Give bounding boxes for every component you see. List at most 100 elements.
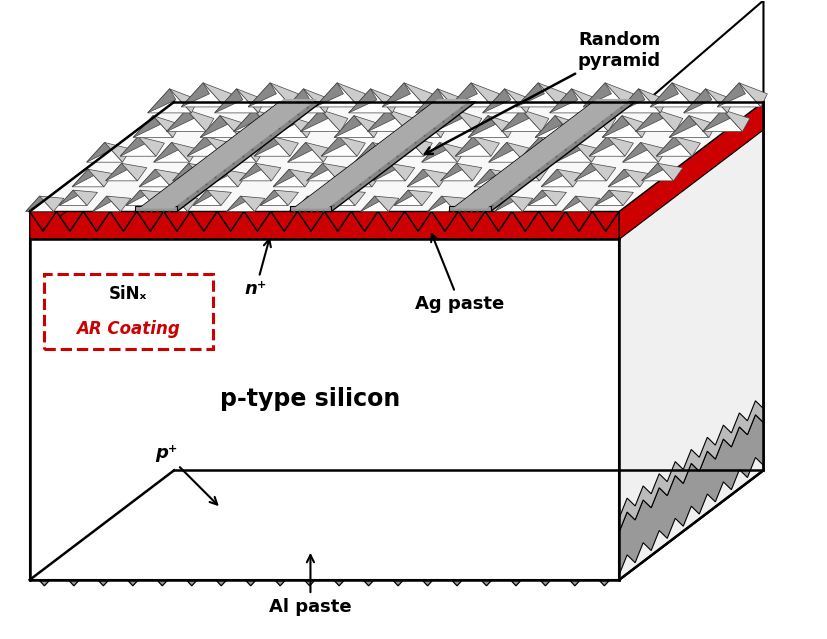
- Polygon shape: [502, 110, 542, 132]
- Text: p-type silicon: p-type silicon: [220, 387, 400, 411]
- Polygon shape: [233, 110, 274, 132]
- Polygon shape: [267, 116, 307, 137]
- Polygon shape: [170, 89, 198, 113]
- Polygon shape: [562, 196, 586, 212]
- Polygon shape: [289, 206, 332, 212]
- Polygon shape: [72, 169, 104, 187]
- Polygon shape: [541, 169, 566, 187]
- Polygon shape: [200, 116, 227, 137]
- Polygon shape: [289, 169, 314, 187]
- Polygon shape: [30, 102, 174, 240]
- Polygon shape: [449, 206, 490, 212]
- Polygon shape: [270, 83, 299, 107]
- Polygon shape: [504, 89, 533, 113]
- Polygon shape: [441, 164, 466, 181]
- Polygon shape: [703, 110, 730, 132]
- Polygon shape: [595, 190, 619, 206]
- Polygon shape: [528, 190, 552, 206]
- Polygon shape: [181, 83, 209, 107]
- Polygon shape: [300, 110, 341, 132]
- Polygon shape: [569, 110, 596, 132]
- Polygon shape: [240, 164, 265, 181]
- Polygon shape: [139, 99, 318, 208]
- Polygon shape: [449, 83, 477, 107]
- Polygon shape: [703, 110, 743, 132]
- Polygon shape: [550, 89, 578, 113]
- Polygon shape: [642, 164, 673, 181]
- Polygon shape: [442, 196, 466, 212]
- Polygon shape: [508, 164, 539, 181]
- Polygon shape: [26, 196, 50, 212]
- Polygon shape: [382, 83, 426, 107]
- Polygon shape: [240, 164, 271, 181]
- Polygon shape: [555, 116, 582, 137]
- Polygon shape: [173, 164, 198, 181]
- Polygon shape: [422, 142, 448, 162]
- Polygon shape: [421, 116, 448, 137]
- Polygon shape: [138, 137, 165, 156]
- Polygon shape: [516, 83, 544, 107]
- Polygon shape: [106, 164, 131, 181]
- Polygon shape: [289, 102, 476, 212]
- Polygon shape: [274, 190, 299, 206]
- Polygon shape: [576, 196, 600, 212]
- Polygon shape: [455, 137, 481, 156]
- Polygon shape: [374, 164, 399, 181]
- Polygon shape: [166, 110, 194, 132]
- Polygon shape: [607, 137, 633, 156]
- Polygon shape: [507, 142, 533, 162]
- Polygon shape: [474, 169, 506, 187]
- Polygon shape: [261, 190, 288, 206]
- Polygon shape: [382, 83, 410, 107]
- Polygon shape: [423, 169, 448, 187]
- Polygon shape: [194, 190, 218, 206]
- Polygon shape: [30, 518, 619, 548]
- Polygon shape: [619, 102, 763, 240]
- Polygon shape: [355, 142, 390, 162]
- Polygon shape: [471, 83, 500, 107]
- Polygon shape: [641, 142, 667, 162]
- Polygon shape: [401, 116, 428, 137]
- Polygon shape: [619, 94, 763, 240]
- Polygon shape: [321, 137, 357, 156]
- Polygon shape: [273, 169, 299, 187]
- Polygon shape: [406, 137, 433, 156]
- Polygon shape: [490, 169, 515, 187]
- Polygon shape: [636, 110, 676, 132]
- Polygon shape: [273, 169, 305, 187]
- Text: Al paste: Al paste: [269, 555, 351, 616]
- Polygon shape: [375, 196, 399, 212]
- Polygon shape: [174, 422, 763, 476]
- Text: SiNₓ: SiNₓ: [109, 286, 147, 304]
- Polygon shape: [416, 89, 460, 113]
- Text: n⁺: n⁺: [245, 239, 271, 298]
- Polygon shape: [602, 116, 629, 137]
- Polygon shape: [139, 169, 171, 187]
- Polygon shape: [334, 116, 361, 137]
- Polygon shape: [483, 89, 527, 113]
- Polygon shape: [488, 116, 515, 137]
- Polygon shape: [468, 116, 495, 137]
- Polygon shape: [133, 116, 160, 137]
- Polygon shape: [368, 110, 408, 132]
- Polygon shape: [254, 137, 280, 156]
- Polygon shape: [227, 196, 251, 212]
- Polygon shape: [174, 196, 198, 212]
- Polygon shape: [221, 142, 256, 162]
- Polygon shape: [605, 83, 633, 107]
- Polygon shape: [684, 89, 728, 113]
- Polygon shape: [342, 190, 366, 206]
- Polygon shape: [623, 142, 649, 162]
- Polygon shape: [602, 116, 642, 137]
- Polygon shape: [656, 137, 692, 156]
- Polygon shape: [404, 83, 433, 107]
- Polygon shape: [154, 142, 180, 162]
- Polygon shape: [370, 89, 399, 113]
- Polygon shape: [455, 137, 491, 156]
- Polygon shape: [60, 190, 84, 206]
- Polygon shape: [321, 137, 347, 156]
- Polygon shape: [556, 142, 582, 162]
- Polygon shape: [390, 164, 415, 181]
- Polygon shape: [187, 110, 214, 132]
- Polygon shape: [541, 169, 573, 187]
